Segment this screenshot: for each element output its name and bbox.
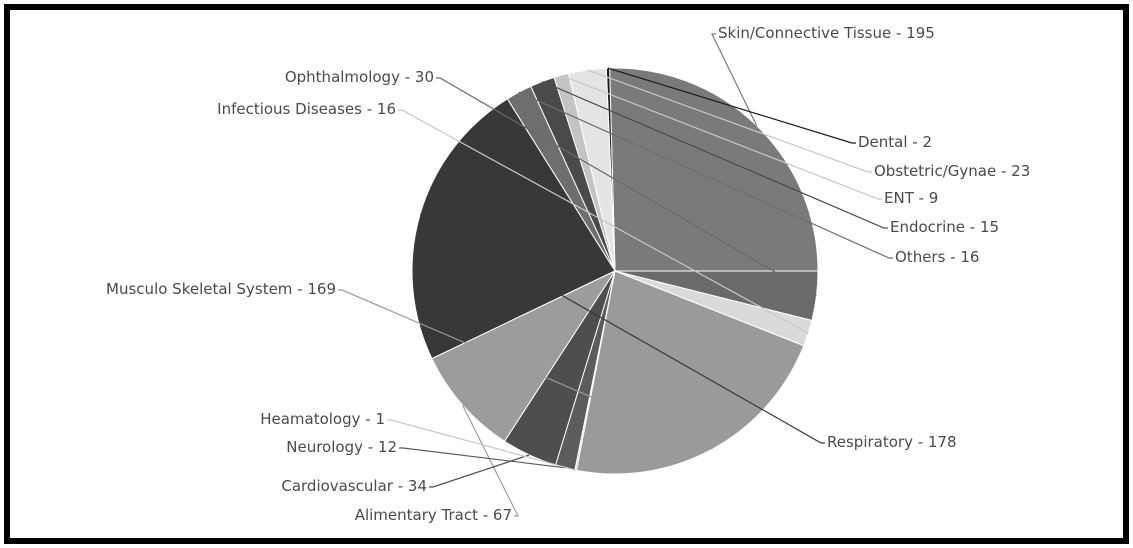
slice-label-musculo-skeletal-system: Musculo Skeletal System - 169 (106, 280, 336, 298)
leader-line-endocrine (541, 80, 888, 229)
leader-line-neurology (399, 447, 566, 469)
leader-line-cardiovascular (429, 454, 530, 488)
leader-line-heamatology (387, 419, 576, 471)
slice-label-ent: ENT - 9 (884, 189, 938, 207)
slice-label-heamatology: Heamatology - 1 (260, 410, 385, 428)
leader-line-alimentary-tract (461, 404, 519, 517)
leader-line-skin-connective-tissue (711, 33, 758, 126)
slice-label-cardiovascular: Cardiovascular - 34 (281, 477, 427, 495)
slice-label-obstetric-gynae: Obstetric/Gynae - 23 (874, 162, 1030, 180)
leader-line-respiratory (419, 213, 825, 444)
pie-slice-skin-connective-tissue (609, 67, 819, 272)
slice-label-skin-connective-tissue: Skin/Connective Tissue - 195 (718, 24, 935, 42)
slice-label-dental: Dental - 2 (858, 133, 932, 151)
pie-slice-musculo-skeletal-system (575, 270, 805, 475)
slice-label-ophthalmology: Ophthalmology - 30 (285, 68, 434, 86)
leader-line-obstetric-gynae (586, 69, 872, 173)
slice-label-neurology: Neurology - 12 (286, 438, 397, 456)
slice-label-respiratory: Respiratory - 178 (827, 433, 957, 451)
pie-labels: Skin/Connective Tissue - 195 Dental - 2 Ob… (106, 24, 1030, 524)
leader-line-infectious-diseases (398, 109, 809, 334)
pie-leader-lines (338, 33, 893, 517)
slice-label-infectious-diseases: Infectious Diseases - 16 (217, 100, 396, 118)
slice-label-others: Others - 16 (895, 248, 979, 266)
slice-label-alimentary-tract: Alimentary Tract - 67 (355, 506, 512, 524)
slice-label-endocrine: Endocrine - 15 (890, 218, 999, 236)
leader-line-musculo-skeletal-system (338, 289, 713, 450)
pie-slices (411, 67, 819, 475)
leader-line-dental (607, 67, 856, 144)
leader-line-ent (560, 74, 882, 200)
leader-line-ophthalmology (436, 77, 817, 297)
leader-line-others (518, 91, 893, 259)
pie-slice-alimentary-tract (431, 269, 617, 442)
